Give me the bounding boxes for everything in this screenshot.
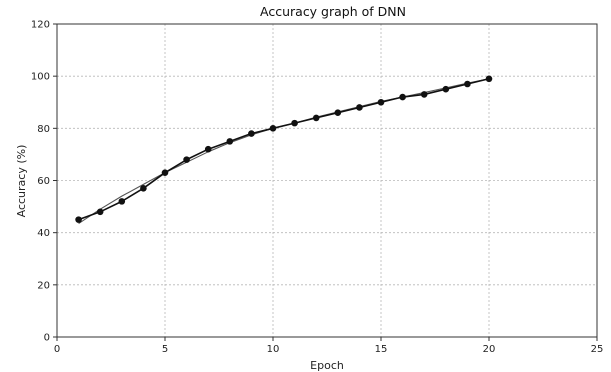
x-tick-label: 25 bbox=[591, 344, 604, 355]
x-axis-ticks: 0 5 10 15 20 25 bbox=[54, 337, 604, 355]
y-axis-title: Accuracy (%) bbox=[15, 145, 28, 218]
y-tick-label: 80 bbox=[37, 124, 50, 135]
series-1-point bbox=[334, 109, 342, 116]
series-1-point bbox=[183, 156, 190, 163]
x-tick-label: 15 bbox=[375, 344, 388, 355]
y-axis-ticks: 0 20 40 60 80 100 120 bbox=[31, 20, 57, 344]
x-tick-label: 10 bbox=[267, 344, 280, 355]
series-1 bbox=[75, 75, 493, 223]
chart-title: Accuracy graph of DNN bbox=[260, 4, 406, 19]
y-tick-label: 0 bbox=[44, 333, 50, 344]
series-1-point bbox=[248, 130, 255, 137]
series-1-point bbox=[442, 85, 450, 93]
series-1-point bbox=[420, 91, 428, 98]
series-1-point bbox=[204, 145, 212, 153]
series-1-point bbox=[377, 98, 385, 106]
y-tick-label: 20 bbox=[37, 280, 50, 291]
series-1-point bbox=[464, 80, 471, 88]
series-1-point bbox=[269, 125, 277, 132]
y-tick-label: 40 bbox=[37, 228, 50, 239]
x-tick-label: 0 bbox=[54, 344, 60, 355]
series-layer bbox=[75, 75, 493, 224]
series-1-point bbox=[485, 75, 493, 83]
series-1-point bbox=[118, 198, 126, 205]
series-1-point bbox=[96, 208, 104, 216]
series-1-point bbox=[75, 216, 82, 223]
series-1-point bbox=[356, 104, 363, 111]
y-tick-label: 120 bbox=[31, 20, 50, 31]
y-tick-label: 60 bbox=[37, 176, 50, 187]
series-1-point bbox=[161, 169, 169, 176]
x-tick-label: 20 bbox=[483, 344, 496, 355]
series-1-point bbox=[312, 114, 320, 122]
x-tick-label: 5 bbox=[162, 344, 168, 355]
y-tick-label: 100 bbox=[31, 72, 50, 83]
series-1-point bbox=[291, 119, 298, 127]
series-1-point bbox=[140, 185, 147, 192]
x-axis-title: Epoch bbox=[310, 359, 344, 372]
series-1-point bbox=[226, 138, 234, 145]
series-1-line bbox=[78, 78, 490, 221]
series-1-point bbox=[399, 93, 406, 101]
